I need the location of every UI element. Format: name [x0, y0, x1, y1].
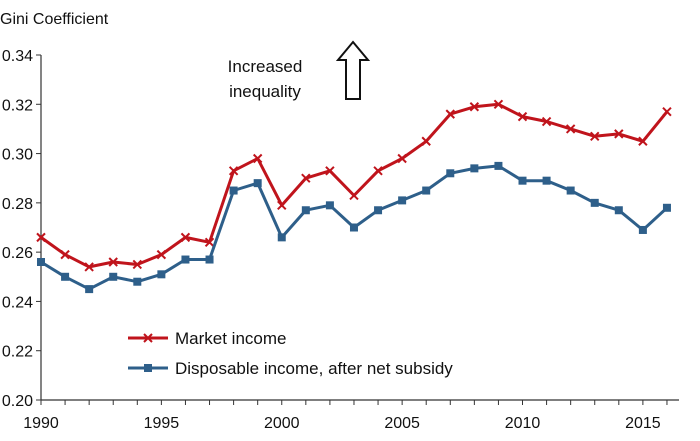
- data-point: [61, 272, 70, 281]
- x-tick-label: 2000: [264, 415, 300, 432]
- x-tick-label: 2010: [505, 415, 541, 432]
- data-point: [205, 255, 214, 264]
- data-point: [638, 136, 648, 146]
- data-point: [325, 166, 335, 176]
- data-point: [566, 186, 575, 195]
- data-point: [422, 186, 431, 195]
- data-point: [662, 106, 672, 117]
- y-tick-label: 0.28: [2, 196, 33, 213]
- data-point: [398, 196, 407, 205]
- data-point: [662, 203, 671, 212]
- x-tick-label: 1995: [144, 415, 180, 432]
- data-point: [494, 161, 503, 170]
- data-point: [397, 153, 407, 164]
- data-point: [228, 166, 239, 176]
- data-point: [108, 257, 118, 267]
- data-point: [60, 249, 70, 260]
- legend-marker-market-income: [143, 333, 153, 343]
- annotation-line-2: inequality: [229, 82, 301, 101]
- data-point: [518, 176, 527, 185]
- y-tick-label: 0.24: [2, 294, 33, 311]
- legend-item-market-income: Market income: [128, 329, 286, 348]
- legend-marker: [144, 364, 152, 372]
- data-point: [301, 206, 310, 215]
- data-point: [446, 169, 455, 178]
- data-point: [590, 131, 600, 142]
- series-group: [36, 99, 672, 294]
- y-axis: 0.20 0.22 0.24 0.26 0.28 0.30 0.32 0.34: [2, 48, 42, 410]
- legend: Market income Disposable income, after n…: [128, 329, 453, 378]
- x-tick-label: 2015: [625, 415, 661, 432]
- data-point: [590, 198, 599, 207]
- series-line-0: [40, 102, 669, 269]
- data-point: [157, 270, 166, 279]
- data-point: [277, 200, 287, 211]
- data-point: [469, 102, 480, 112]
- data-point: [638, 225, 647, 234]
- data-point: [36, 232, 46, 243]
- annotation-line-1: Increased: [228, 57, 303, 76]
- data-point: [180, 232, 191, 243]
- data-point: [229, 186, 238, 195]
- data-point: [301, 173, 311, 183]
- data-point: [204, 237, 215, 247]
- data-point: [565, 124, 576, 134]
- data-point: [85, 285, 94, 294]
- data-point: [133, 277, 142, 286]
- legend-label-market-income: Market income: [175, 329, 286, 348]
- series-1: [37, 161, 671, 294]
- legend-marker-disposable-income: [144, 364, 152, 372]
- data-point: [253, 179, 262, 188]
- y-tick-label: 0.26: [2, 245, 33, 262]
- series-0: [36, 99, 672, 272]
- data-point: [374, 206, 383, 215]
- data-point: [614, 206, 623, 215]
- data-point: [181, 255, 190, 264]
- data-point: [373, 166, 383, 176]
- data-point: [325, 201, 334, 210]
- y-tick-label: 0.30: [2, 147, 33, 164]
- legend-item-disposable-income: Disposable income, after net subsidy: [128, 359, 453, 378]
- data-point: [277, 233, 286, 242]
- data-point: [542, 176, 551, 185]
- x-tick-label: 1990: [23, 415, 59, 432]
- data-point: [493, 99, 504, 109]
- x-tick-label: 2005: [384, 415, 420, 432]
- data-point: [349, 190, 359, 201]
- y-tick-label: 0.32: [2, 97, 33, 114]
- annotation: Increased inequality: [228, 40, 371, 101]
- legend-label-disposable-income: Disposable income, after net subsidy: [175, 359, 453, 378]
- data-point: [541, 116, 552, 127]
- data-point: [132, 259, 143, 270]
- y-tick-label: 0.22: [2, 344, 33, 361]
- data-point: [84, 262, 94, 272]
- x-axis: 1990 1995 2000 2005 2010 2015: [23, 399, 679, 432]
- data-point: [37, 258, 45, 266]
- data-point: [517, 111, 528, 122]
- y-tick-label: 0.20: [2, 393, 33, 410]
- up-arrow-icon: [335, 40, 371, 100]
- data-point: [421, 136, 431, 146]
- data-point: [614, 129, 624, 139]
- data-point: [445, 109, 455, 119]
- data-point: [470, 164, 479, 173]
- legend-marker: [143, 333, 153, 343]
- data-point: [109, 272, 118, 281]
- data-point: [156, 249, 167, 260]
- y-tick-label: 0.34: [2, 48, 33, 65]
- y-axis-label: Gini Coefficient: [0, 11, 109, 28]
- data-point: [349, 223, 358, 232]
- data-point: [252, 153, 263, 164]
